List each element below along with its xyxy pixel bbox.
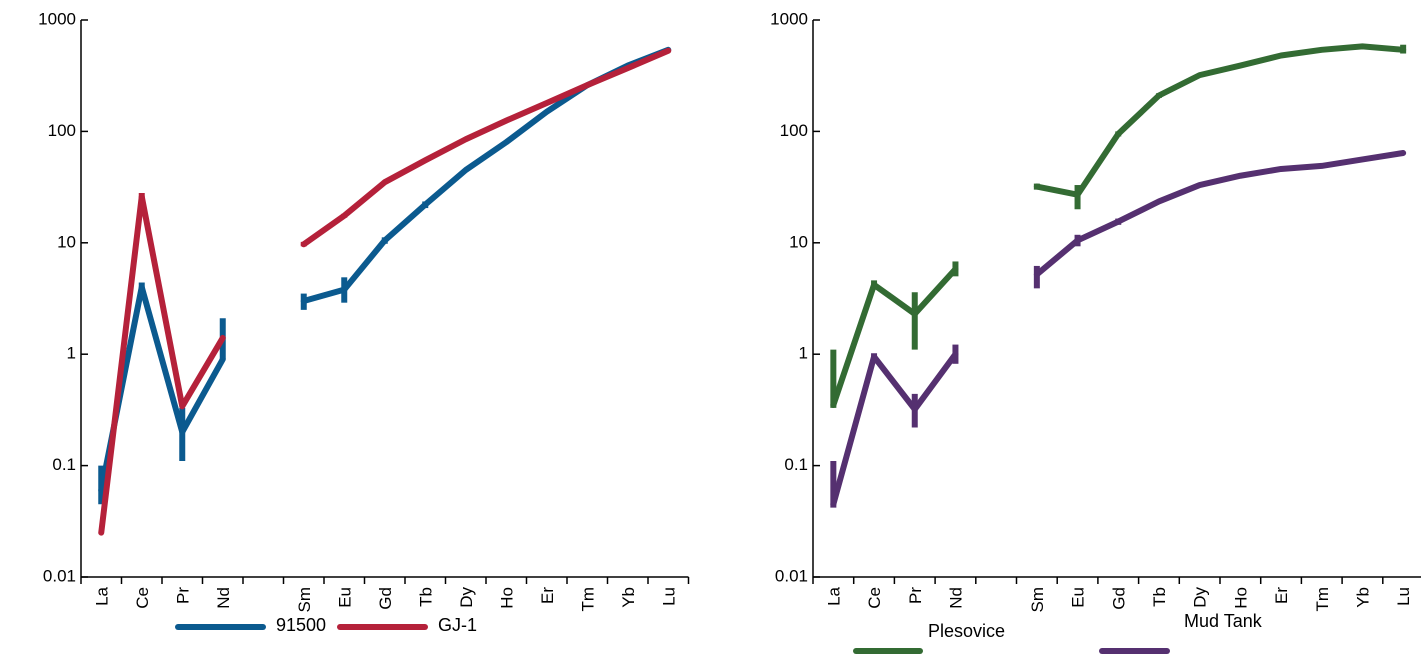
x-tick-label: Tm [578, 587, 597, 612]
series-plesovice [830, 43, 1407, 408]
x-tick-label: Eu [1069, 587, 1088, 608]
series-line [300, 46, 672, 305]
y-tick-label: 1000 [38, 9, 76, 28]
x-tick-label: Lu [659, 587, 678, 606]
x-tick-label: Tb [416, 587, 435, 607]
y-tick-label: 0.1 [784, 455, 808, 474]
x-tick-label: Sm [1028, 587, 1047, 613]
x-tick-label: Ce [133, 587, 152, 609]
y-tick-label: 10 [57, 232, 76, 251]
y-tick-label: 1 [799, 344, 808, 363]
x-tick-label: Yb [619, 587, 638, 608]
x-tick-label: Gd [376, 587, 395, 610]
x-tick-label: Nd [214, 587, 233, 609]
x-tick-label: Eu [335, 587, 354, 608]
x-tick-label: Ho [1231, 587, 1250, 609]
x-tick-label: Sm [295, 587, 314, 613]
y-tick-label: 1 [67, 344, 76, 363]
series-gj-1 [98, 47, 672, 536]
x-tick-label: Pr [173, 587, 192, 604]
x-tick-label: Er [538, 587, 557, 604]
x-tick-label: Nd [946, 587, 965, 609]
legend-label: GJ-1 [438, 615, 477, 635]
x-tick-label: Gd [1109, 587, 1128, 610]
left-chart: 0.01 0.1 1 10 100 1000 La Ce Pr Nd Sm Eu Gd Tb Dy Ho Er T… [38, 9, 690, 635]
legend-label: 91500 [276, 615, 326, 635]
x-tick-label: Dy [457, 587, 476, 608]
x-tick-label: Ho [497, 587, 516, 609]
series-mud-tank [830, 149, 1407, 508]
x-tick-label: La [92, 586, 111, 605]
series-line [300, 47, 672, 248]
series-line [1033, 149, 1407, 278]
legend-label: Mud Tank [1184, 611, 1263, 631]
x-tick-label: Er [1272, 587, 1291, 604]
right-chart: 0.01 0.1 1 10 100 1000 La Ce Pr Nd Sm Eu Gd Tb Dy Ho Er T… [770, 9, 1421, 654]
x-tick-label: Pr [906, 587, 925, 604]
series-line [830, 266, 959, 408]
x-tick-label: Ce [865, 587, 884, 609]
series-line [98, 193, 226, 536]
y-tick-label: 0.01 [43, 566, 76, 585]
y-tick-label: 100 [780, 121, 808, 140]
x-tick-label: Lu [1394, 587, 1413, 606]
series-91500 [98, 46, 672, 505]
x-tick-label: Tb [1150, 587, 1169, 607]
x-tick-label: Tm [1313, 587, 1332, 612]
series-line [1033, 43, 1407, 198]
legend-label: Plesovice [928, 621, 1005, 641]
y-tick-label: 10 [789, 232, 808, 251]
y-tick-label: 0.1 [52, 455, 76, 474]
series-line [830, 351, 959, 508]
x-tick-label: La [824, 586, 843, 605]
y-tick-label: 0.01 [775, 566, 808, 585]
x-tick-label: Yb [1353, 587, 1372, 608]
x-tick-label: Dy [1191, 587, 1210, 608]
y-tick-label: 1000 [770, 9, 808, 28]
y-tick-label: 100 [48, 121, 76, 140]
